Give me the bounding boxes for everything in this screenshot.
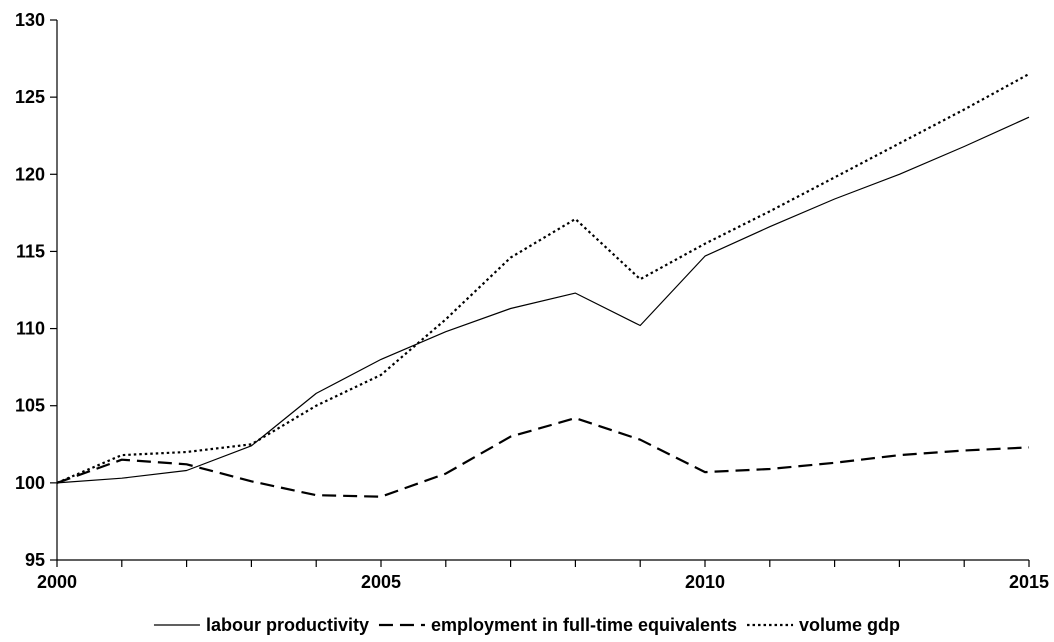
axes (56, 20, 1029, 561)
y-tick-label: 115 (16, 241, 45, 261)
series-line-volume-gdp (56, 73, 1030, 484)
series-lines (56, 73, 1030, 498)
series-line-employment-in-full-time-equivalents (56, 417, 1030, 498)
x-tick-label: 2005 (361, 572, 401, 592)
y-tick-label: 130 (15, 10, 45, 30)
y-tick-label: 110 (16, 319, 45, 339)
series-line-labour-productivity (56, 116, 1030, 484)
legend-label: employment in full-time equivalents (431, 615, 737, 635)
legend-item: volume gdp (747, 615, 900, 635)
x-tick-label: 2010 (685, 572, 725, 592)
legend-item: employment in full-time equivalents (378, 615, 737, 635)
x-tick-label: 2000 (37, 572, 77, 592)
x-axis-ticks: 2000 2005 2010 2015 (37, 560, 1049, 592)
legend-item: labour productivity (153, 615, 369, 635)
legend: labour productivity employment in full-ti… (153, 615, 900, 635)
y-axis-ticks: 95 100 105 110 115 120 125 130 (15, 10, 57, 570)
legend-label: labour productivity (206, 615, 369, 635)
x-tick-label: 2015 (1009, 572, 1049, 592)
y-tick-label: 105 (15, 396, 45, 416)
y-tick-label: 100 (15, 473, 45, 493)
y-tick-label: 95 (25, 550, 45, 570)
y-tick-label: 120 (15, 164, 45, 184)
legend-label: volume gdp (799, 615, 900, 635)
y-tick-label: 125 (15, 87, 45, 107)
